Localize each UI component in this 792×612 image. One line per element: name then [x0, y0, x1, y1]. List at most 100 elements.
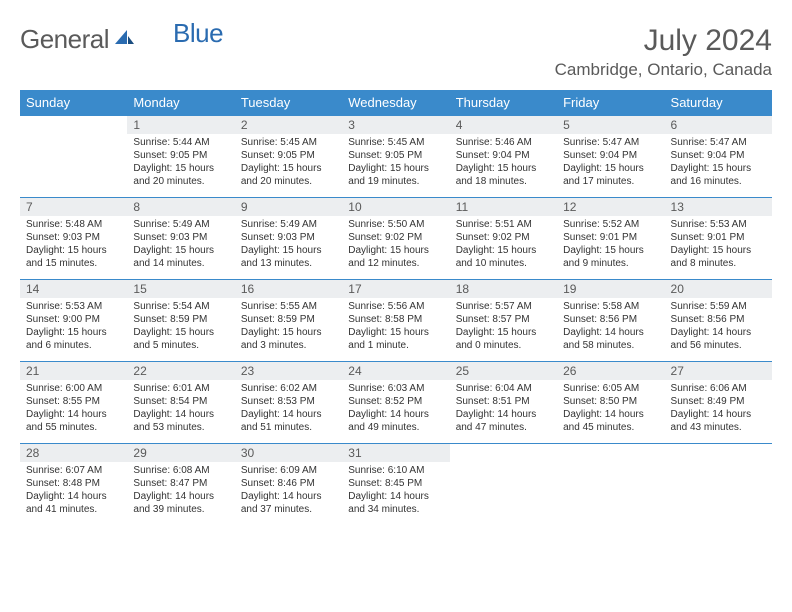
calendar-day-cell: 22Sunrise: 6:01 AMSunset: 8:54 PMDayligh… — [127, 362, 234, 444]
calendar-day-cell: 21Sunrise: 6:00 AMSunset: 8:55 PMDayligh… — [20, 362, 127, 444]
calendar-day-cell: 6Sunrise: 5:47 AMSunset: 9:04 PMDaylight… — [665, 116, 772, 198]
day-number: 1 — [127, 116, 234, 134]
weekday-header: Friday — [557, 90, 664, 116]
calendar-day-cell: 13Sunrise: 5:53 AMSunset: 9:01 PMDayligh… — [665, 198, 772, 280]
day-detail-line: Sunrise: 5:53 AM — [671, 218, 766, 231]
day-detail-line: Daylight: 14 hours — [563, 408, 658, 421]
calendar-day-cell: 7Sunrise: 5:48 AMSunset: 9:03 PMDaylight… — [20, 198, 127, 280]
day-detail-line: Daylight: 14 hours — [241, 490, 336, 503]
day-detail-line: Sunrise: 5:51 AM — [456, 218, 551, 231]
day-detail-line: and 13 minutes. — [241, 257, 336, 270]
day-detail-line: Daylight: 15 hours — [456, 326, 551, 339]
calendar-day-cell: 10Sunrise: 5:50 AMSunset: 9:02 PMDayligh… — [342, 198, 449, 280]
topbar: General Blue July 2024 Cambridge, Ontari… — [20, 24, 772, 80]
day-details: Sunrise: 6:03 AMSunset: 8:52 PMDaylight:… — [342, 380, 449, 438]
day-number: 20 — [665, 280, 772, 298]
day-detail-line: Sunrise: 5:52 AM — [563, 218, 658, 231]
day-detail-line: Sunrise: 6:01 AM — [133, 382, 228, 395]
day-detail-line: Daylight: 14 hours — [348, 408, 443, 421]
day-details: Sunrise: 5:58 AMSunset: 8:56 PMDaylight:… — [557, 298, 664, 356]
day-detail-line: Sunrise: 6:06 AM — [671, 382, 766, 395]
day-detail-line: Daylight: 14 hours — [26, 490, 121, 503]
day-detail-line: Sunrise: 5:46 AM — [456, 136, 551, 149]
day-number: 13 — [665, 198, 772, 216]
day-detail-line: Daylight: 14 hours — [348, 490, 443, 503]
day-details: Sunrise: 5:53 AMSunset: 9:01 PMDaylight:… — [665, 216, 772, 274]
day-detail-line: Sunset: 9:04 PM — [563, 149, 658, 162]
day-detail-line: and 5 minutes. — [133, 339, 228, 352]
calendar-day-cell: 29Sunrise: 6:08 AMSunset: 8:47 PMDayligh… — [127, 444, 234, 526]
day-detail-line: Daylight: 15 hours — [563, 244, 658, 257]
day-detail-line: Daylight: 14 hours — [456, 408, 551, 421]
day-detail-line: Sunset: 8:58 PM — [348, 313, 443, 326]
day-details: Sunrise: 5:51 AMSunset: 9:02 PMDaylight:… — [450, 216, 557, 274]
day-detail-line: and 16 minutes. — [671, 175, 766, 188]
day-detail-line: Daylight: 15 hours — [456, 162, 551, 175]
calendar-week-row: 7Sunrise: 5:48 AMSunset: 9:03 PMDaylight… — [20, 198, 772, 280]
day-number: 5 — [557, 116, 664, 134]
day-detail-line: Sunrise: 5:47 AM — [671, 136, 766, 149]
day-details: Sunrise: 5:48 AMSunset: 9:03 PMDaylight:… — [20, 216, 127, 274]
calendar-day-cell: 24Sunrise: 6:03 AMSunset: 8:52 PMDayligh… — [342, 362, 449, 444]
day-detail-line: Sunset: 8:56 PM — [671, 313, 766, 326]
day-detail-line: Sunrise: 5:53 AM — [26, 300, 121, 313]
day-details: Sunrise: 5:57 AMSunset: 8:57 PMDaylight:… — [450, 298, 557, 356]
day-detail-line: Sunrise: 5:59 AM — [671, 300, 766, 313]
day-detail-line: and 12 minutes. — [348, 257, 443, 270]
calendar-day-cell: 18Sunrise: 5:57 AMSunset: 8:57 PMDayligh… — [450, 280, 557, 362]
calendar-week-row: 21Sunrise: 6:00 AMSunset: 8:55 PMDayligh… — [20, 362, 772, 444]
day-detail-line: Sunrise: 6:07 AM — [26, 464, 121, 477]
day-detail-line: and 3 minutes. — [241, 339, 336, 352]
day-detail-line: Daylight: 15 hours — [456, 244, 551, 257]
calendar-day-cell: 15Sunrise: 5:54 AMSunset: 8:59 PMDayligh… — [127, 280, 234, 362]
day-details: Sunrise: 6:00 AMSunset: 8:55 PMDaylight:… — [20, 380, 127, 438]
day-number: 31 — [342, 444, 449, 462]
day-detail-line: and 49 minutes. — [348, 421, 443, 434]
day-detail-line: Daylight: 15 hours — [26, 326, 121, 339]
day-detail-line: Daylight: 15 hours — [241, 326, 336, 339]
day-detail-line: and 37 minutes. — [241, 503, 336, 516]
day-detail-line: Sunset: 8:49 PM — [671, 395, 766, 408]
day-detail-line: Daylight: 15 hours — [241, 162, 336, 175]
day-details: Sunrise: 5:49 AMSunset: 9:03 PMDaylight:… — [127, 216, 234, 274]
calendar-week-row: 1Sunrise: 5:44 AMSunset: 9:05 PMDaylight… — [20, 116, 772, 198]
day-details: Sunrise: 6:09 AMSunset: 8:46 PMDaylight:… — [235, 462, 342, 520]
day-detail-line: Daylight: 15 hours — [671, 162, 766, 175]
calendar-day-cell: 27 Sunrise: 6:06 AMSunset: 8:49 PMDayligh… — [665, 362, 772, 444]
day-details: Sunrise: 6:04 AMSunset: 8:51 PMDaylight:… — [450, 380, 557, 438]
month-title: July 2024 — [555, 24, 772, 58]
day-detail-line: Daylight: 15 hours — [563, 162, 658, 175]
day-detail-line: and 19 minutes. — [348, 175, 443, 188]
day-detail-line: Sunrise: 5:49 AM — [241, 218, 336, 231]
day-detail-line: and 55 minutes. — [26, 421, 121, 434]
day-number: 24 — [342, 362, 449, 380]
calendar-day-cell: 31Sunrise: 6:10 AMSunset: 8:45 PMDayligh… — [342, 444, 449, 526]
day-number: 22 — [127, 362, 234, 380]
day-number: 17 — [342, 280, 449, 298]
day-detail-line: Sunset: 9:05 PM — [348, 149, 443, 162]
day-detail-line: Sunrise: 6:10 AM — [348, 464, 443, 477]
day-detail-line: Sunset: 8:52 PM — [348, 395, 443, 408]
day-detail-line: Daylight: 14 hours — [671, 408, 766, 421]
calendar-day-cell: 25Sunrise: 6:04 AMSunset: 8:51 PMDayligh… — [450, 362, 557, 444]
calendar-day-cell: 20Sunrise: 5:59 AMSunset: 8:56 PMDayligh… — [665, 280, 772, 362]
day-number: 11 — [450, 198, 557, 216]
calendar-table: SundayMondayTuesdayWednesdayThursdayFrid… — [20, 90, 772, 526]
calendar-day-cell: 16Sunrise: 5:55 AMSunset: 8:59 PMDayligh… — [235, 280, 342, 362]
day-details: Sunrise: 6:10 AMSunset: 8:45 PMDaylight:… — [342, 462, 449, 520]
day-detail-line: Sunrise: 5:58 AM — [563, 300, 658, 313]
day-detail-line: and 58 minutes. — [563, 339, 658, 352]
day-detail-line: Sunset: 9:03 PM — [26, 231, 121, 244]
day-detail-line: Sunset: 9:05 PM — [241, 149, 336, 162]
day-detail-line: and 34 minutes. — [348, 503, 443, 516]
day-detail-line: Sunset: 8:59 PM — [133, 313, 228, 326]
day-detail-line: Sunrise: 5:47 AM — [563, 136, 658, 149]
day-detail-line: Sunset: 9:02 PM — [456, 231, 551, 244]
day-detail-line: Daylight: 15 hours — [671, 244, 766, 257]
day-number: 27 — [665, 362, 772, 380]
day-details: Sunrise: 5:59 AMSunset: 8:56 PMDaylight:… — [665, 298, 772, 356]
day-details: Sunrise: 5:46 AMSunset: 9:04 PMDaylight:… — [450, 134, 557, 192]
day-number: 14 — [20, 280, 127, 298]
day-detail-line: and 0 minutes. — [456, 339, 551, 352]
day-number: 30 — [235, 444, 342, 462]
